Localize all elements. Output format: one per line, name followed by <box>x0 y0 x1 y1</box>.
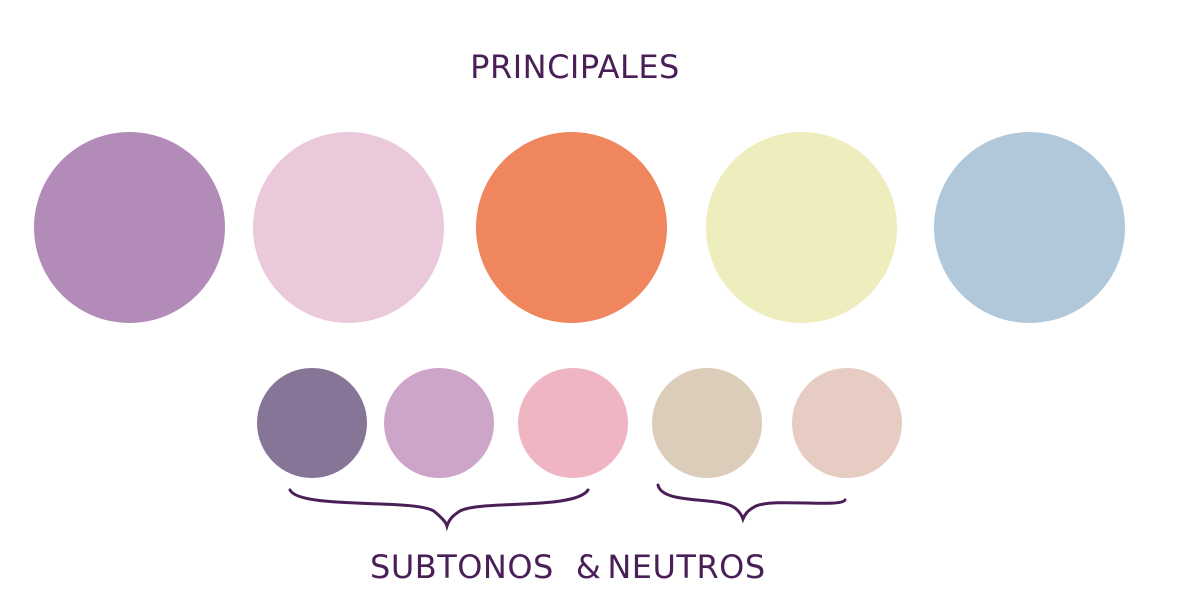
neutro-swatch-1 <box>652 368 762 478</box>
subtonos-brace <box>288 488 590 532</box>
principal-swatch-3 <box>476 132 667 323</box>
subtono-swatch-3 <box>518 368 628 478</box>
ampersand: & <box>575 548 602 586</box>
principal-swatch-1 <box>34 132 225 323</box>
principal-swatch-2 <box>253 132 444 323</box>
subtonos-label: SUBTONOS <box>370 548 554 586</box>
subtonos-neutros-heading: SUBTONOS & NEUTROS <box>370 548 765 586</box>
group-braces <box>288 483 847 532</box>
principal-swatch-5 <box>934 132 1125 323</box>
subtono-swatch-2 <box>384 368 494 478</box>
principal-swatch-4 <box>706 132 897 323</box>
neutros-brace <box>656 483 847 524</box>
subtono-swatch-1 <box>257 368 367 478</box>
neutros-label: NEUTROS <box>607 548 766 586</box>
principales-heading: PRINCIPALES <box>470 48 680 86</box>
neutro-swatch-2 <box>792 368 902 478</box>
